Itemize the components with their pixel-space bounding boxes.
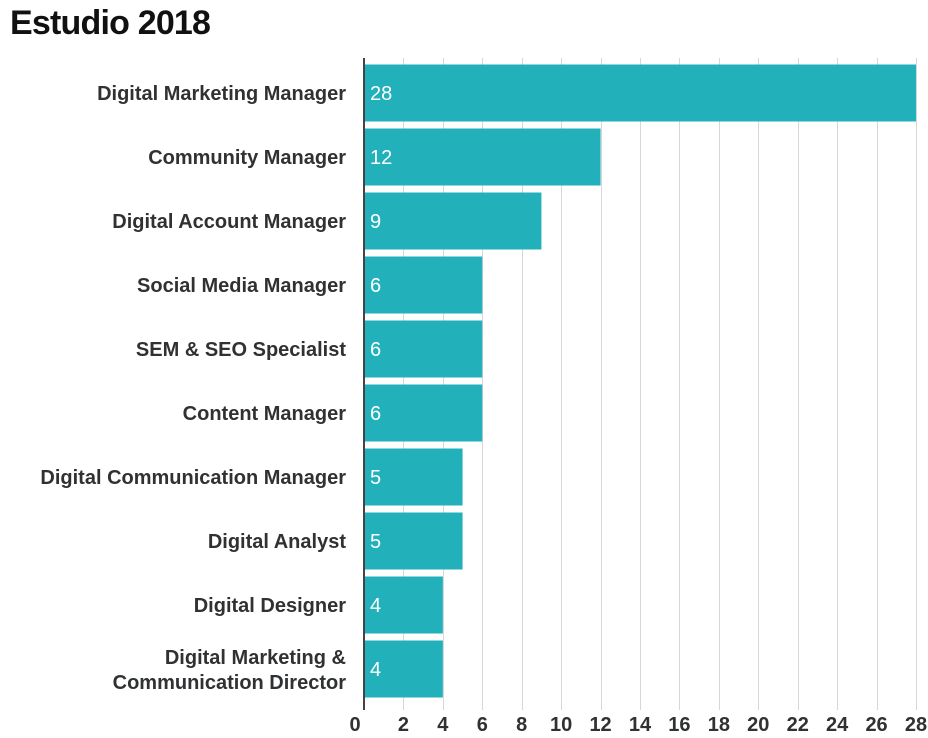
bar-6 bbox=[365, 384, 483, 442]
data-label-8: 5 bbox=[370, 531, 381, 553]
data-label-9: 4 bbox=[370, 595, 381, 617]
data-label-7: 5 bbox=[370, 467, 381, 489]
data-label-2: 12 bbox=[370, 147, 392, 169]
x-tick-label-2: 2 bbox=[398, 714, 409, 736]
x-tick-labels: 0 2 4 6 8 10 12 14 16 18 20 22 24 26 28 bbox=[349, 714, 927, 736]
bar-1 bbox=[365, 64, 916, 122]
category-label-1: Digital Marketing Manager bbox=[97, 83, 346, 105]
x-tick-label-18: 18 bbox=[708, 714, 730, 736]
bars bbox=[365, 64, 916, 698]
category-label-6: Content Manager bbox=[183, 403, 347, 425]
x-tick-label-0: 0 bbox=[349, 714, 360, 736]
data-label-10: 4 bbox=[370, 659, 381, 681]
chart-title: Estudio 2018 bbox=[10, 4, 211, 42]
x-tick-label-12: 12 bbox=[589, 714, 611, 736]
x-tick-label-8: 8 bbox=[516, 714, 527, 736]
data-label-4: 6 bbox=[370, 275, 381, 297]
category-label-3: Digital Account Manager bbox=[112, 211, 346, 233]
bar-8 bbox=[365, 512, 463, 570]
data-label-6: 6 bbox=[370, 403, 381, 425]
x-tick-label-10: 10 bbox=[550, 714, 572, 736]
category-label-5: SEM & SEO Specialist bbox=[136, 339, 346, 361]
category-label-7: Digital Communication Manager bbox=[40, 467, 346, 489]
bar-2 bbox=[365, 128, 601, 186]
x-tick-label-4: 4 bbox=[437, 714, 449, 736]
x-tick-label-14: 14 bbox=[629, 714, 652, 736]
data-label-3: 9 bbox=[370, 211, 381, 233]
bar-3 bbox=[365, 192, 542, 250]
category-label-8: Digital Analyst bbox=[208, 531, 347, 553]
x-tick-label-6: 6 bbox=[477, 714, 488, 736]
category-label-2: Community Manager bbox=[148, 147, 346, 169]
x-tick-label-16: 16 bbox=[668, 714, 690, 736]
category-label-10: Digital Marketing & Communication Directo… bbox=[113, 647, 347, 694]
bar-9 bbox=[365, 576, 443, 634]
data-label-1: 28 bbox=[370, 83, 392, 105]
bar-7 bbox=[365, 448, 463, 506]
x-tick-label-24: 24 bbox=[826, 714, 849, 736]
data-label-5: 6 bbox=[370, 339, 381, 361]
bar-4 bbox=[365, 256, 483, 314]
bar-10 bbox=[365, 640, 443, 698]
category-label-9: Digital Designer bbox=[194, 595, 346, 617]
category-label-4: Social Media Manager bbox=[137, 275, 346, 297]
data-labels: 28 12 9 6 6 6 5 5 4 4 bbox=[370, 83, 392, 681]
x-tick-label-28: 28 bbox=[905, 714, 927, 736]
x-tick-label-26: 26 bbox=[865, 714, 887, 736]
x-tick-label-22: 22 bbox=[787, 714, 809, 736]
category-labels: Digital Marketing Manager Community Manag… bbox=[40, 83, 346, 694]
bar-5 bbox=[365, 320, 483, 378]
x-tick-label-20: 20 bbox=[747, 714, 769, 736]
